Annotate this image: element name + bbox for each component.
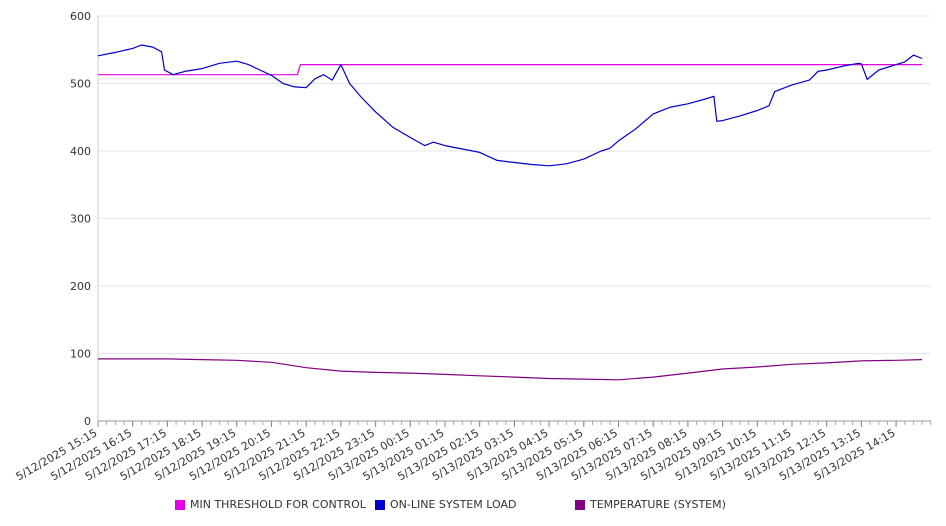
- legend-label-system-load: ON-LINE SYSTEM LOAD: [390, 498, 517, 511]
- legend-swatch-system-load: [375, 499, 385, 510]
- legend-item-system-load[interactable]: ON-LINE SYSTEM LOAD: [375, 498, 516, 511]
- series-line-temperature: [98, 358, 923, 381]
- grid: [98, 15, 931, 354]
- series-line-min-threshold: [98, 63, 923, 76]
- legend-label-temperature: TEMPERATURE (SYSTEM): [590, 498, 726, 511]
- y-tick-label-300: 300: [70, 213, 91, 226]
- legend-swatch-min-threshold: [175, 499, 185, 510]
- legend-item-min-threshold[interactable]: MIN THRESHOLD FOR CONTROL: [175, 498, 366, 511]
- y-tick-label-400: 400: [70, 145, 91, 158]
- legend-swatch-temperature: [575, 499, 585, 510]
- y-tick-label-100: 100: [70, 348, 91, 361]
- y-tick-label-0: 0: [84, 415, 91, 428]
- y-tick-label-600: 600: [70, 10, 91, 23]
- series-lines: [97, 44, 923, 381]
- legend-item-temperature[interactable]: TEMPERATURE (SYSTEM): [575, 498, 726, 511]
- y-tick-label-500: 500: [70, 78, 91, 91]
- legend: MIN THRESHOLD FOR CONTROL ON-LINE SYSTEM…: [0, 498, 946, 516]
- y-tick-label-200: 200: [70, 280, 91, 293]
- series-line-system-load: [97, 44, 923, 167]
- y-axis: 0 100 200 300 400 500 600: [70, 10, 99, 428]
- x-axis: 5/12/2025 15:155/12/2025 16:155/12/2025 …: [14, 420, 932, 483]
- legend-label-min-threshold: MIN THRESHOLD FOR CONTROL: [190, 498, 366, 511]
